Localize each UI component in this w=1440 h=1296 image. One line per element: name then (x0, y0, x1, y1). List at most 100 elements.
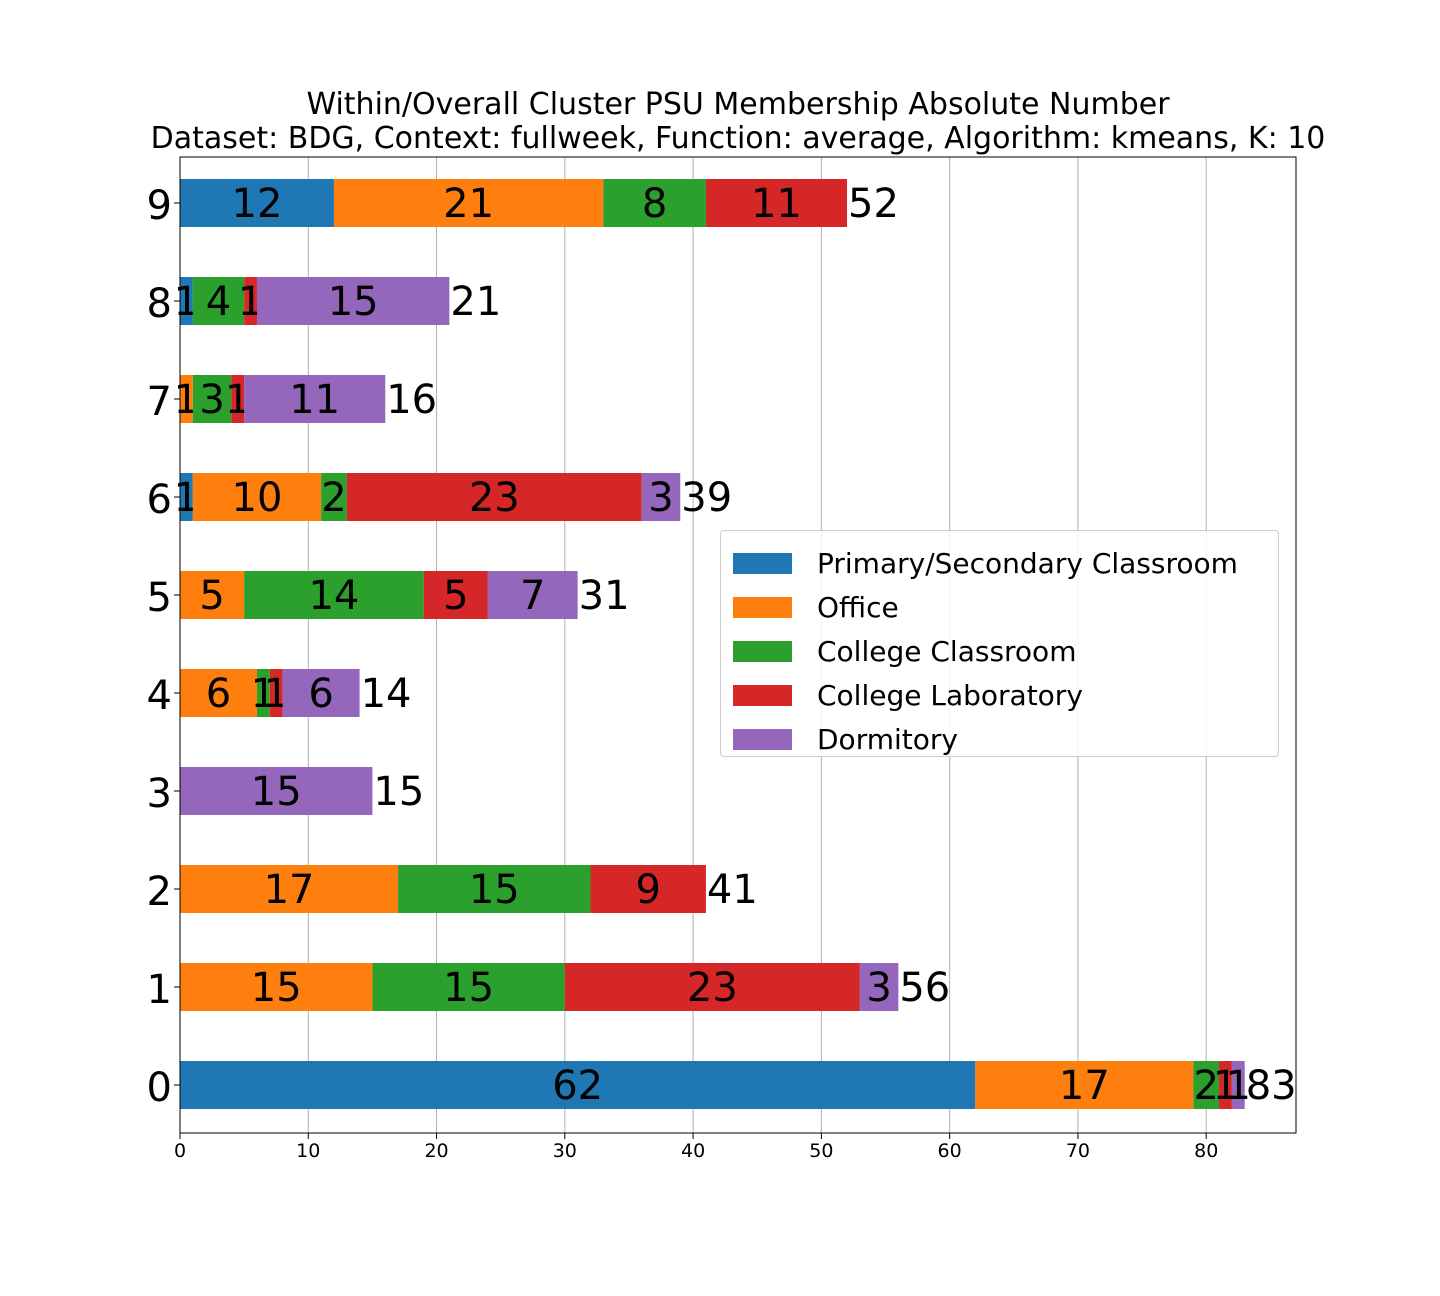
bar-value-label: 10 (232, 475, 283, 521)
bar-value-label: 14 (308, 573, 359, 619)
bar-value-label: 21 (443, 181, 494, 227)
bar-segment (641, 473, 681, 521)
x-tick-label: 70 (1066, 1140, 1090, 1162)
bar-value-label: 4 (206, 279, 231, 325)
bar-value-label: 2 (321, 475, 346, 521)
legend-item: College Classroom (733, 629, 1278, 673)
y-tick-label: 0 (147, 1065, 172, 1111)
bar-segment (256, 669, 270, 717)
bar-value-label: 3 (648, 475, 673, 521)
chart-title: Within/Overall Cluster PSU Membership Ab… (306, 87, 1170, 122)
bar-segment (231, 375, 245, 423)
bar-segment (975, 1061, 1194, 1109)
bar-value-label: 11 (289, 377, 340, 423)
bar-segment (180, 767, 373, 815)
bar-segment (705, 179, 848, 227)
bar-total-label: 39 (681, 475, 732, 521)
legend-item: Primary/Secondary Classroom (733, 541, 1278, 585)
bar-segment (282, 669, 360, 717)
bar-segment (1193, 1061, 1220, 1109)
bar-segment (180, 277, 193, 325)
bar-value-label: 11 (751, 181, 802, 227)
bar-segment (192, 375, 232, 423)
bar-segment (180, 963, 373, 1011)
bar-segment (256, 277, 450, 325)
x-tick-label: 30 (553, 1140, 577, 1162)
legend-swatch (733, 596, 792, 618)
bar-segment (603, 179, 706, 227)
bar-total-label: 16 (386, 377, 437, 423)
legend-item: Dormitory (733, 717, 1278, 761)
bar-value-label: 23 (687, 965, 738, 1011)
bar-value-label: 15 (251, 769, 302, 815)
x-tick-label: 80 (1194, 1140, 1218, 1162)
bar-value-label: 6 (308, 671, 333, 717)
bar-segment (859, 963, 899, 1011)
bar-value-label: 2 (1193, 1063, 1218, 1109)
bar-value-label: 9 (635, 867, 660, 913)
bar-segment (180, 865, 399, 913)
bar-value-label: 15 (251, 965, 302, 1011)
bar-segment (487, 571, 578, 619)
bar-value-label: 62 (552, 1063, 603, 1109)
bar-segment (346, 473, 642, 521)
legend-swatch (733, 552, 792, 574)
bar-value-label: 8 (642, 181, 667, 227)
x-tick-label: 50 (809, 1140, 833, 1162)
bar-segment (333, 179, 604, 227)
bar-total-label: 14 (361, 671, 412, 717)
bar-segment (192, 277, 245, 325)
bar-total-label: 21 (450, 279, 501, 325)
bar-segment (180, 375, 193, 423)
legend-item: College Laboratory (733, 673, 1278, 717)
y-tick-label: 6 (147, 477, 172, 523)
y-tick-label: 2 (147, 869, 172, 915)
bar-segment (398, 865, 591, 913)
bar-segment (423, 571, 488, 619)
bar-segment (590, 865, 706, 913)
bar-total-label: 41 (707, 867, 758, 913)
y-tick-label: 8 (147, 281, 172, 327)
legend-swatch (733, 728, 792, 750)
bar-segment (372, 963, 565, 1011)
y-tick-label: 1 (147, 967, 172, 1013)
bar-value-label: 5 (443, 573, 468, 619)
bar-segment (321, 473, 347, 521)
bar-segment (180, 1061, 976, 1109)
bar-total-label: 15 (373, 769, 424, 815)
bar-segment (244, 277, 257, 325)
bar-segment (192, 473, 322, 521)
legend-label: Dormitory (817, 722, 958, 756)
chart-subtitle: Dataset: BDG, Context: fullweek, Functio… (150, 121, 1326, 156)
x-tick-label: 20 (424, 1140, 448, 1162)
bar-value-label: 15 (443, 965, 494, 1011)
bar-value-label: 15 (469, 867, 520, 913)
bar-value-label: 1 (1226, 1063, 1251, 1109)
bar-segment (269, 669, 283, 717)
x-tick-label: 60 (938, 1140, 962, 1162)
legend-label: College Classroom (817, 634, 1077, 668)
legend-label: College Laboratory (817, 678, 1083, 712)
y-tick-label: 7 (147, 379, 172, 425)
bar-segment (180, 473, 193, 521)
bar-segment (564, 963, 860, 1011)
bar-value-label: 3 (866, 965, 891, 1011)
bar-value-label: 17 (1059, 1063, 1110, 1109)
bar-segment (244, 571, 424, 619)
legend-swatch (733, 640, 792, 662)
bar-segment (1219, 1061, 1232, 1109)
x-tick-label: 40 (681, 1140, 705, 1162)
y-tick-label: 4 (147, 673, 172, 719)
bar-total-label: 52 (848, 181, 899, 227)
bar-segment (1231, 1061, 1245, 1109)
bar-value-label: 7 (520, 573, 545, 619)
bar-total-label: 83 (1246, 1063, 1297, 1109)
legend-swatch (733, 684, 792, 706)
x-tick-label: 0 (174, 1140, 186, 1162)
legend-label: Office (817, 590, 899, 624)
bar-segment (180, 179, 334, 227)
bar-total-label: 31 (579, 573, 630, 619)
legend-item: Office (733, 585, 1278, 629)
bar-value-label: 6 (206, 671, 231, 717)
